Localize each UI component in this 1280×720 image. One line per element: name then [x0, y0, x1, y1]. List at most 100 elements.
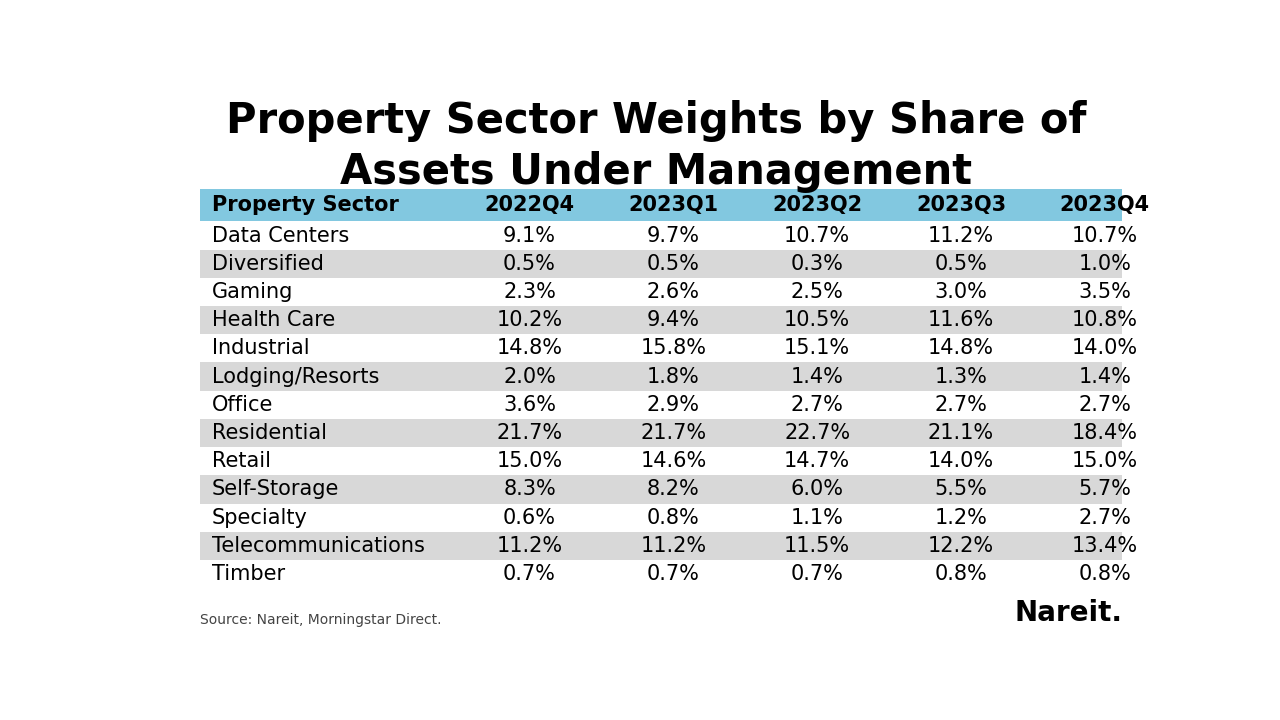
Text: 0.5%: 0.5% — [503, 253, 556, 274]
Text: 5.5%: 5.5% — [934, 480, 987, 500]
FancyBboxPatch shape — [200, 362, 1123, 391]
Text: 2.7%: 2.7% — [1079, 395, 1132, 415]
Text: 14.0%: 14.0% — [1071, 338, 1138, 359]
Text: Industrial: Industrial — [211, 338, 310, 359]
Text: 14.7%: 14.7% — [785, 451, 850, 471]
Text: 1.2%: 1.2% — [934, 508, 987, 528]
Text: 15.8%: 15.8% — [640, 338, 707, 359]
Text: Office: Office — [211, 395, 273, 415]
Text: 3.6%: 3.6% — [503, 395, 556, 415]
Text: 0.8%: 0.8% — [934, 564, 987, 584]
Text: Gaming: Gaming — [211, 282, 293, 302]
FancyBboxPatch shape — [200, 503, 1123, 531]
FancyBboxPatch shape — [200, 250, 1123, 278]
Text: 11.2%: 11.2% — [928, 225, 995, 246]
Text: 0.8%: 0.8% — [1079, 564, 1132, 584]
Text: 9.7%: 9.7% — [646, 225, 700, 246]
Text: 0.7%: 0.7% — [646, 564, 700, 584]
Text: 1.4%: 1.4% — [791, 366, 844, 387]
Text: 3.5%: 3.5% — [1079, 282, 1132, 302]
Text: 14.6%: 14.6% — [640, 451, 707, 471]
FancyBboxPatch shape — [200, 391, 1123, 419]
Text: 0.7%: 0.7% — [503, 564, 556, 584]
Text: Lodging/Resorts: Lodging/Resorts — [211, 366, 379, 387]
Text: 8.2%: 8.2% — [646, 480, 700, 500]
Text: 0.5%: 0.5% — [646, 253, 700, 274]
Text: 2.5%: 2.5% — [791, 282, 844, 302]
Text: 1.3%: 1.3% — [934, 366, 987, 387]
Text: 2023Q4: 2023Q4 — [1060, 195, 1149, 215]
Text: 9.4%: 9.4% — [646, 310, 700, 330]
Text: 22.7%: 22.7% — [785, 423, 850, 443]
Text: 2023Q2: 2023Q2 — [772, 195, 863, 215]
Text: Property Sector Weights by Share of
Assets Under Management: Property Sector Weights by Share of Asse… — [225, 100, 1087, 192]
Text: 15.0%: 15.0% — [1071, 451, 1138, 471]
FancyBboxPatch shape — [200, 419, 1123, 447]
Text: 2.7%: 2.7% — [934, 395, 987, 415]
Text: 8.3%: 8.3% — [503, 480, 556, 500]
Text: 0.6%: 0.6% — [503, 508, 556, 528]
Text: Self-Storage: Self-Storage — [211, 480, 339, 500]
Text: 18.4%: 18.4% — [1071, 423, 1138, 443]
Text: 10.7%: 10.7% — [1071, 225, 1138, 246]
FancyBboxPatch shape — [200, 189, 1123, 222]
Text: 13.4%: 13.4% — [1071, 536, 1138, 556]
Text: 21.7%: 21.7% — [640, 423, 707, 443]
Text: 2022Q4: 2022Q4 — [484, 195, 575, 215]
Text: 10.2%: 10.2% — [497, 310, 563, 330]
Text: 2023Q1: 2023Q1 — [628, 195, 718, 215]
FancyBboxPatch shape — [200, 475, 1123, 503]
Text: Retail: Retail — [211, 451, 270, 471]
Text: 10.8%: 10.8% — [1071, 310, 1138, 330]
Text: Source: Nareit, Morningstar Direct.: Source: Nareit, Morningstar Direct. — [200, 613, 442, 627]
Text: Nareit.: Nareit. — [1014, 599, 1123, 627]
Text: 6.0%: 6.0% — [791, 480, 844, 500]
Text: 2.6%: 2.6% — [646, 282, 700, 302]
Text: 2023Q3: 2023Q3 — [916, 195, 1006, 215]
Text: 2.9%: 2.9% — [646, 395, 700, 415]
Text: Diversified: Diversified — [211, 253, 324, 274]
Text: Telecommunications: Telecommunications — [211, 536, 425, 556]
Text: 2.3%: 2.3% — [503, 282, 556, 302]
Text: 9.1%: 9.1% — [503, 225, 556, 246]
FancyBboxPatch shape — [200, 447, 1123, 475]
Text: 1.8%: 1.8% — [646, 366, 700, 387]
Text: Data Centers: Data Centers — [211, 225, 349, 246]
Text: 12.2%: 12.2% — [928, 536, 995, 556]
FancyBboxPatch shape — [200, 531, 1123, 560]
FancyBboxPatch shape — [200, 334, 1123, 362]
Text: 21.7%: 21.7% — [497, 423, 563, 443]
Text: 1.4%: 1.4% — [1079, 366, 1132, 387]
Text: 11.2%: 11.2% — [497, 536, 563, 556]
Text: 2.0%: 2.0% — [503, 366, 556, 387]
Text: 11.5%: 11.5% — [785, 536, 850, 556]
FancyBboxPatch shape — [200, 560, 1123, 588]
FancyBboxPatch shape — [200, 306, 1123, 334]
Text: 2.7%: 2.7% — [791, 395, 844, 415]
Text: 2.7%: 2.7% — [1079, 508, 1132, 528]
FancyBboxPatch shape — [200, 278, 1123, 306]
Text: 11.2%: 11.2% — [640, 536, 707, 556]
Text: 11.6%: 11.6% — [928, 310, 995, 330]
Text: Timber: Timber — [211, 564, 284, 584]
Text: Health Care: Health Care — [211, 310, 335, 330]
Text: 15.0%: 15.0% — [497, 451, 563, 471]
Text: Specialty: Specialty — [211, 508, 307, 528]
Text: 0.7%: 0.7% — [791, 564, 844, 584]
Text: 0.3%: 0.3% — [791, 253, 844, 274]
Text: 10.7%: 10.7% — [785, 225, 850, 246]
Text: 0.5%: 0.5% — [934, 253, 987, 274]
Text: 10.5%: 10.5% — [785, 310, 850, 330]
Text: 5.7%: 5.7% — [1079, 480, 1132, 500]
Text: 21.1%: 21.1% — [928, 423, 995, 443]
Text: 14.8%: 14.8% — [928, 338, 995, 359]
Text: 15.1%: 15.1% — [785, 338, 850, 359]
Text: Residential: Residential — [211, 423, 326, 443]
Text: 1.0%: 1.0% — [1079, 253, 1132, 274]
Text: 14.0%: 14.0% — [928, 451, 995, 471]
Text: Property Sector: Property Sector — [211, 195, 398, 215]
Text: 3.0%: 3.0% — [934, 282, 987, 302]
Text: 0.8%: 0.8% — [646, 508, 700, 528]
FancyBboxPatch shape — [200, 222, 1123, 250]
Text: 1.1%: 1.1% — [791, 508, 844, 528]
